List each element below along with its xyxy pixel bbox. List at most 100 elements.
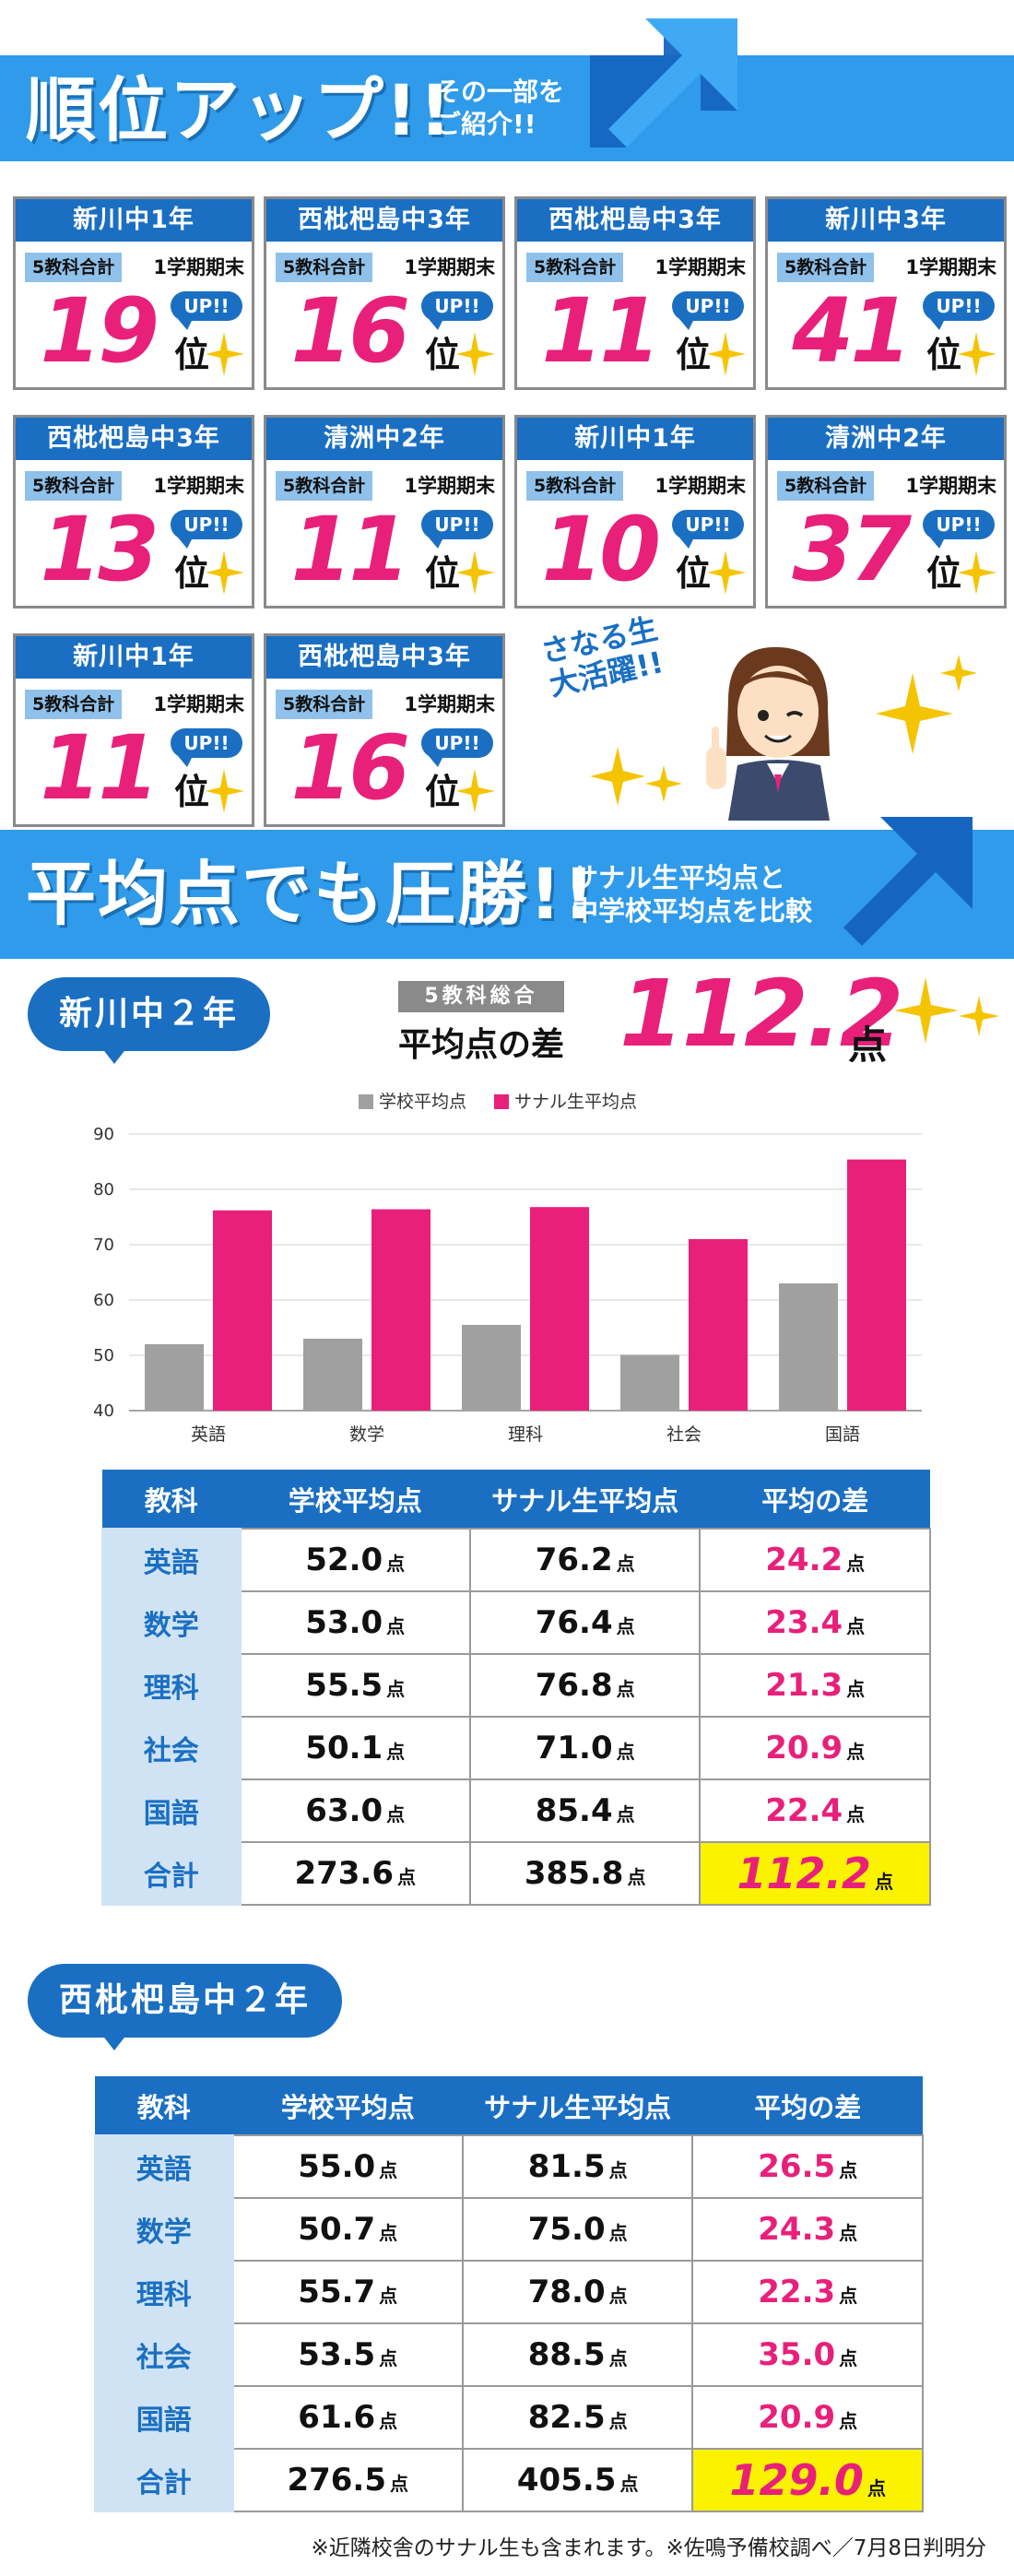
up-badge: UP!!: [672, 291, 744, 330]
sparkle-icon: [456, 550, 495, 595]
bar-sanaru: [213, 1210, 272, 1411]
subject-cell: 合計: [94, 2448, 234, 2512]
sparkle-icon: [206, 769, 244, 813]
subject-cell: 理科: [94, 2260, 234, 2324]
rank-unit: 位: [424, 553, 460, 594]
subject-cell: 合計: [101, 1841, 242, 1906]
card-term: 1学期期末: [905, 256, 996, 278]
sanaru-avg-cell: 82.5 点: [461, 2385, 694, 2450]
card-term: 1学期期末: [153, 475, 244, 497]
card-term: 1学期期末: [153, 256, 244, 278]
table-row: 合計 276.5 点 405.5 点 129.0 点: [94, 2448, 924, 2512]
school-avg-cell: 61.6 点: [231, 2385, 464, 2450]
card-subject-label: 5教科合計: [777, 253, 875, 282]
rank-card: 清洲中2年 5教科合計 1学期期末 UP!! 11 位: [264, 415, 505, 609]
score-table-shinkawa: 教科 学校平均点 サナル生平均点 平均の差 英語 52.0 点 76.2 点 24.2 点数学 53.…: [101, 1470, 931, 1906]
card-subject-label: 5教科合計: [526, 253, 624, 282]
sanaru-avg-cell: 76.2 点: [468, 1528, 702, 1592]
card-school: 清洲中2年: [266, 418, 502, 460]
arrow-up-right-icon: [843, 817, 973, 946]
card-school: 西枇杷島中3年: [266, 636, 502, 679]
rank-number: 11: [40, 716, 159, 820]
rank-card: 新川中1年 5教科合計 1学期期末 UP!! 10 位: [514, 415, 756, 609]
sanaru-avg-cell: 88.5 点: [461, 2322, 694, 2387]
sparkle-icon: [958, 332, 996, 376]
school-avg-cell: 273.6 点: [239, 1841, 471, 1906]
bar-sanaru: [847, 1159, 906, 1411]
table-row: 英語 52.0 点 76.2 点 24.2 点: [101, 1528, 931, 1592]
diff-unit: 点: [848, 1022, 888, 1068]
table-row: 国語 63.0 点 85.4 点 22.4 点: [101, 1778, 931, 1843]
subject-cell: 国語: [101, 1778, 242, 1843]
sanaru-avg-cell: 76.4 点: [468, 1590, 702, 1655]
card-school: 新川中1年: [517, 418, 753, 460]
table-header: サナル生平均点: [462, 2076, 693, 2135]
subject-cell: 数学: [94, 2197, 234, 2262]
sparkle-icon: [206, 550, 244, 595]
card-school: 西枇杷島中3年: [266, 199, 502, 242]
sanaru-avg-cell: 81.5 点: [461, 2134, 694, 2199]
up-badge: UP!!: [421, 291, 493, 330]
school-avg-cell: 276.5 点: [231, 2448, 464, 2512]
card-school: 新川中3年: [768, 199, 1004, 242]
rank-unit: 位: [424, 335, 460, 375]
diff-cell: 35.0 点: [691, 2322, 924, 2387]
subject-cell: 国語: [94, 2385, 234, 2450]
subject-cell: 社会: [101, 1716, 242, 1780]
rank-unit: 位: [173, 553, 209, 594]
total-label: 5教科総合: [398, 981, 564, 1012]
up-badge: UP!!: [923, 291, 995, 330]
rank-number: 10: [541, 498, 661, 601]
card-subject-label: 5教科合計: [276, 690, 373, 719]
rank-card: 西枇杷島中3年 5教科合計 1学期期末 UP!! 16 位: [264, 633, 505, 827]
rank-card: 新川中1年 5教科合計 1学期期末 UP!! 11 位: [13, 633, 254, 827]
card-subject-label: 5教科合計: [777, 471, 875, 501]
rank-unit: 位: [173, 335, 209, 375]
y-tick-label: 80: [93, 1180, 114, 1199]
legend-item-school: 学校平均点: [358, 1088, 466, 1113]
school-avg-cell: 53.5 点: [231, 2322, 464, 2387]
footnote: ※近隣校舎のサナル生も含まれます。※佐鳴予備校調べ／7月8日判明分: [311, 2536, 986, 2560]
average-banner: 平均点でも圧勝!! サナル生平均点と 中学校平均点を比較: [0, 830, 1014, 959]
subject-cell: 英語: [94, 2134, 234, 2199]
up-badge: UP!!: [171, 291, 242, 330]
rank-card: 新川中3年 5教科合計 1学期期末 UP!! 41 位: [765, 196, 1007, 390]
chart-legend: 学校平均点 サナル生平均点: [55, 1088, 940, 1113]
table-row: 英語 55.0 点 81.5 点 26.5 点: [94, 2134, 924, 2199]
school-avg-cell: 53.0 点: [239, 1590, 471, 1655]
school-avg-cell: 55.0 点: [231, 2134, 464, 2199]
up-badge: UP!!: [421, 510, 493, 549]
card-term: 1学期期末: [404, 256, 495, 278]
card-term: 1学期期末: [404, 475, 495, 497]
rank-up-title: 順位アップ!!: [26, 69, 454, 151]
table-header: 平均の差: [692, 2076, 923, 2135]
x-tick-label: 社会: [666, 1424, 702, 1445]
table-row: 理科 55.5 点 76.8 点 21.3 点: [101, 1653, 931, 1718]
card-school: 新川中1年: [16, 636, 252, 679]
bar-school: [620, 1354, 679, 1411]
character-badge: さなる生 大活躍!!: [537, 610, 666, 703]
x-tick-label: 英語: [191, 1424, 226, 1445]
table-header: 教科: [102, 1470, 241, 1529]
score-table-nishibiwajima: 教科 学校平均点 サナル生平均点 平均の差 英語 55.0 点 81.5 点 26.5 点数学 50.…: [94, 2076, 924, 2512]
diff-cell: 20.9 点: [699, 1716, 931, 1780]
sparkle-icon: [707, 550, 746, 595]
diff-value: 112.2: [619, 960, 903, 1068]
up-badge: UP!!: [171, 728, 242, 767]
school-avg-cell: 55.5 点: [239, 1653, 471, 1718]
bar-sanaru: [530, 1207, 589, 1411]
table-header: 学校平均点: [232, 2076, 463, 2135]
diff-cell: 22.4 点: [699, 1778, 931, 1843]
y-tick-label: 90: [93, 1125, 114, 1144]
arrow-up-right-icon: [590, 18, 737, 148]
rank-unit: 位: [926, 335, 961, 375]
school-avg-cell: 55.7 点: [231, 2260, 464, 2324]
subject-cell: 英語: [101, 1528, 242, 1592]
table-row: 国語 61.6 点 82.5 点 20.9 点: [94, 2385, 924, 2450]
bar-school: [462, 1325, 521, 1411]
y-tick-label: 60: [93, 1291, 114, 1310]
card-subject-label: 5教科合計: [25, 253, 123, 282]
diff-cell: 22.3 点: [691, 2260, 924, 2324]
bar-school: [303, 1339, 362, 1411]
rank-number: 19: [40, 279, 159, 383]
